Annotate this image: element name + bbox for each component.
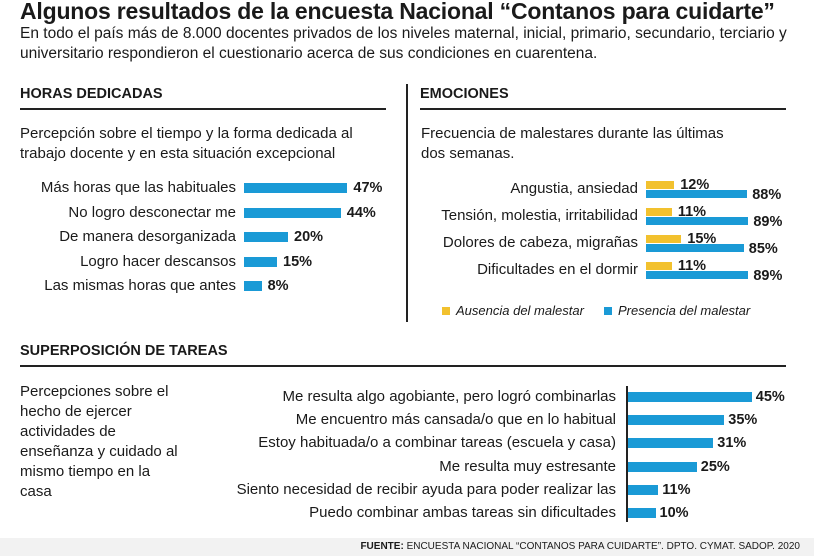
- section-title-superposicion: SUPERPOSICIÓN DE TAREAS: [20, 343, 228, 359]
- bar-label: No logro desconectar me: [68, 203, 236, 221]
- bar-ausencia: [646, 262, 672, 270]
- bar-value: 15%: [283, 253, 313, 270]
- bar-value-ausencia: 12%: [680, 177, 710, 193]
- bar-ausencia: [646, 235, 682, 243]
- bar: [244, 207, 341, 218]
- bar-label: Las mismas horas que antes: [44, 277, 236, 294]
- bar: [244, 183, 348, 193]
- source-bar: [0, 538, 814, 556]
- description-emociones: Frecuencia de malestares durante las últ…: [421, 125, 724, 162]
- bar-value: 31%: [717, 435, 747, 452]
- bar-presencia: [646, 271, 749, 279]
- bar: [628, 484, 659, 495]
- bar-label: Siento necesidad de recibir ayuda para p…: [236, 480, 616, 498]
- bar-value: 25%: [700, 458, 730, 475]
- bar-label: Dolores de cabeza, migrañas: [442, 234, 638, 251]
- source-note: FUENTE: ENCUESTA NACIONAL “CONTANOS PARA…: [360, 541, 800, 552]
- section-rule-superposicion: [20, 365, 786, 367]
- bar-value-ausencia: 15%: [687, 231, 717, 247]
- bar-label: De manera desorganizada: [59, 228, 236, 245]
- bar-value-presencia: 85%: [748, 241, 778, 257]
- bar-label: Puedo combinar ambas tareas sin dificult…: [309, 504, 616, 521]
- bar-label: Logro hacer descansos: [80, 252, 236, 270]
- legend-label-ausencia: Ausencia del malestar: [456, 303, 584, 318]
- bar-label: Dificultades en el dormir: [477, 261, 638, 278]
- description-horas: Percepción sobre el tiempo y la forma de…: [20, 125, 353, 162]
- section-title-horas: HORAS DEDICADAS: [20, 86, 163, 102]
- page-title: Algunos resultados de la encuesta Nacion…: [20, 0, 775, 24]
- bar-value: 47%: [353, 180, 383, 196]
- bar-value: 44%: [346, 204, 376, 221]
- bar-presencia: [646, 190, 748, 198]
- bar-label: Me resulta algo agobiante, pero logró co…: [282, 388, 616, 405]
- chart-axis-superposicion: [626, 386, 628, 522]
- bar-value-presencia: 89%: [753, 268, 783, 284]
- bar-value-presencia: 89%: [753, 214, 783, 230]
- bar: [628, 415, 725, 426]
- bar-label: Angustia, ansiedad: [510, 180, 638, 197]
- bar-value: 10%: [659, 505, 689, 521]
- bar-ausencia: [646, 208, 672, 216]
- bar-label: Me encuentro más cansada/o que en lo hab…: [295, 411, 616, 429]
- bar-value: 35%: [728, 412, 758, 429]
- source-text: ENCUESTA NACIONAL “CONTANOS PARA CUIDART…: [406, 541, 800, 552]
- page-subtitle: En todo el país más de 8.000 docentes pr…: [20, 25, 787, 62]
- bar: [628, 392, 752, 402]
- bar: [628, 438, 714, 449]
- bar: [244, 256, 277, 267]
- bar-label: Más horas que las habituales: [40, 179, 236, 196]
- bar: [628, 508, 656, 518]
- bar-label: Tensión, molestia, irritabilidad: [441, 207, 638, 224]
- bar-value-presencia: 88%: [752, 187, 782, 203]
- bar-value: 11%: [662, 481, 691, 498]
- bar-presencia: [646, 244, 744, 252]
- bar-presencia: [646, 217, 749, 225]
- bar-value-ausencia: 11%: [677, 258, 707, 274]
- legend-swatch-ausencia: [442, 307, 450, 315]
- legend-swatch-presencia: [604, 307, 612, 315]
- section-rule-horas: [20, 108, 386, 110]
- bar: [244, 281, 262, 291]
- source-label: FUENTE:: [360, 541, 404, 552]
- bar-label: Me resulta muy estresante: [439, 457, 616, 475]
- bar: [244, 232, 288, 242]
- description-superposicion: Percepciones sobre el hecho de ejercer a…: [20, 383, 178, 500]
- section-divider: [406, 84, 408, 322]
- bar-ausencia: [646, 181, 675, 189]
- bar: [628, 461, 697, 472]
- bar-value: 45%: [755, 389, 785, 405]
- bar-value-ausencia: 11%: [677, 204, 707, 220]
- legend-label-presencia: Presencia del malestar: [618, 303, 751, 318]
- bar-label: Estoy habituada/o a combinar tareas (esc…: [258, 434, 616, 452]
- section-title-emociones: EMOCIONES: [420, 86, 509, 102]
- bar-value: 20%: [294, 229, 324, 245]
- section-rule-emociones: [420, 108, 786, 110]
- bar-value: 8%: [267, 278, 289, 294]
